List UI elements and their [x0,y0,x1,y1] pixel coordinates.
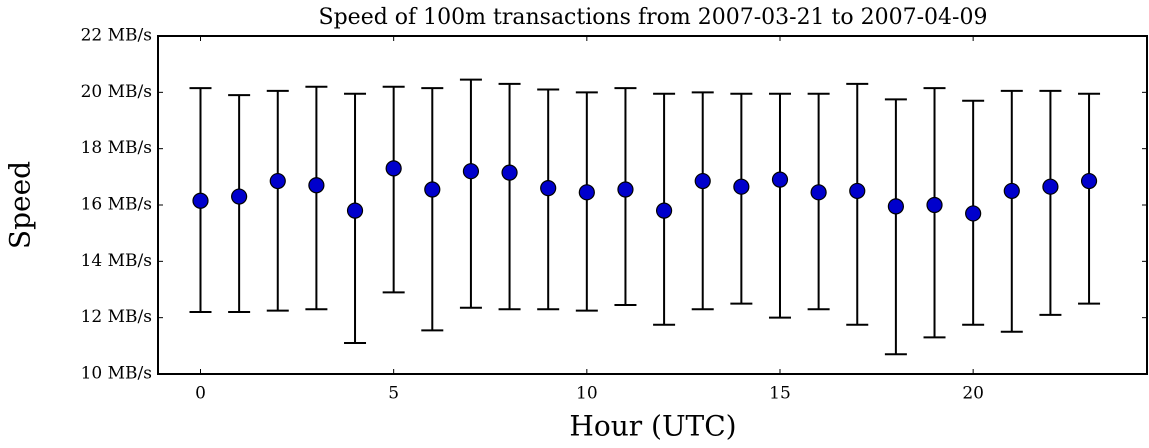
data-point [1080,172,1098,190]
data-point [617,181,634,198]
data-point [462,163,480,180]
data-point [269,172,286,190]
y-tick-label: 22 MB/s [81,26,152,46]
x-tick-label: 5 [388,384,399,404]
y-axis-label: Speed [4,161,37,249]
data-point [1042,178,1059,195]
data-point [849,182,866,200]
y-tick-label: 12 MB/s [81,307,152,327]
chart-title: Speed of 100m transactions from 2007-03-… [319,5,988,30]
data-point [501,164,518,181]
x-axis-label: Hour (UTC) [569,410,736,443]
data-point [192,192,209,209]
data-point [926,196,943,214]
x-tick-label: 15 [769,384,791,404]
data-point [540,180,557,197]
data-point [694,172,711,190]
data-point [346,202,364,219]
data-point [424,181,441,198]
data-point [733,178,750,195]
data-point [385,160,402,177]
data-point [231,188,248,205]
x-tick-label: 10 [576,384,598,404]
data-point [771,171,789,188]
y-tick-label: 10 MB/s [81,364,152,384]
y-tick-label: 18 MB/s [81,138,152,158]
x-tick-label: 0 [195,384,206,404]
x-tick-label: 20 [962,384,984,404]
data-point [810,184,827,201]
data-point [655,202,673,219]
data-point [965,205,982,222]
data-point [308,177,325,194]
y-tick-label: 16 MB/s [81,195,152,215]
data-point [578,184,595,201]
data-point [887,198,904,215]
data-point [1003,182,1020,200]
y-tick-label: 14 MB/s [81,251,152,271]
y-tick-label: 20 MB/s [81,82,152,102]
